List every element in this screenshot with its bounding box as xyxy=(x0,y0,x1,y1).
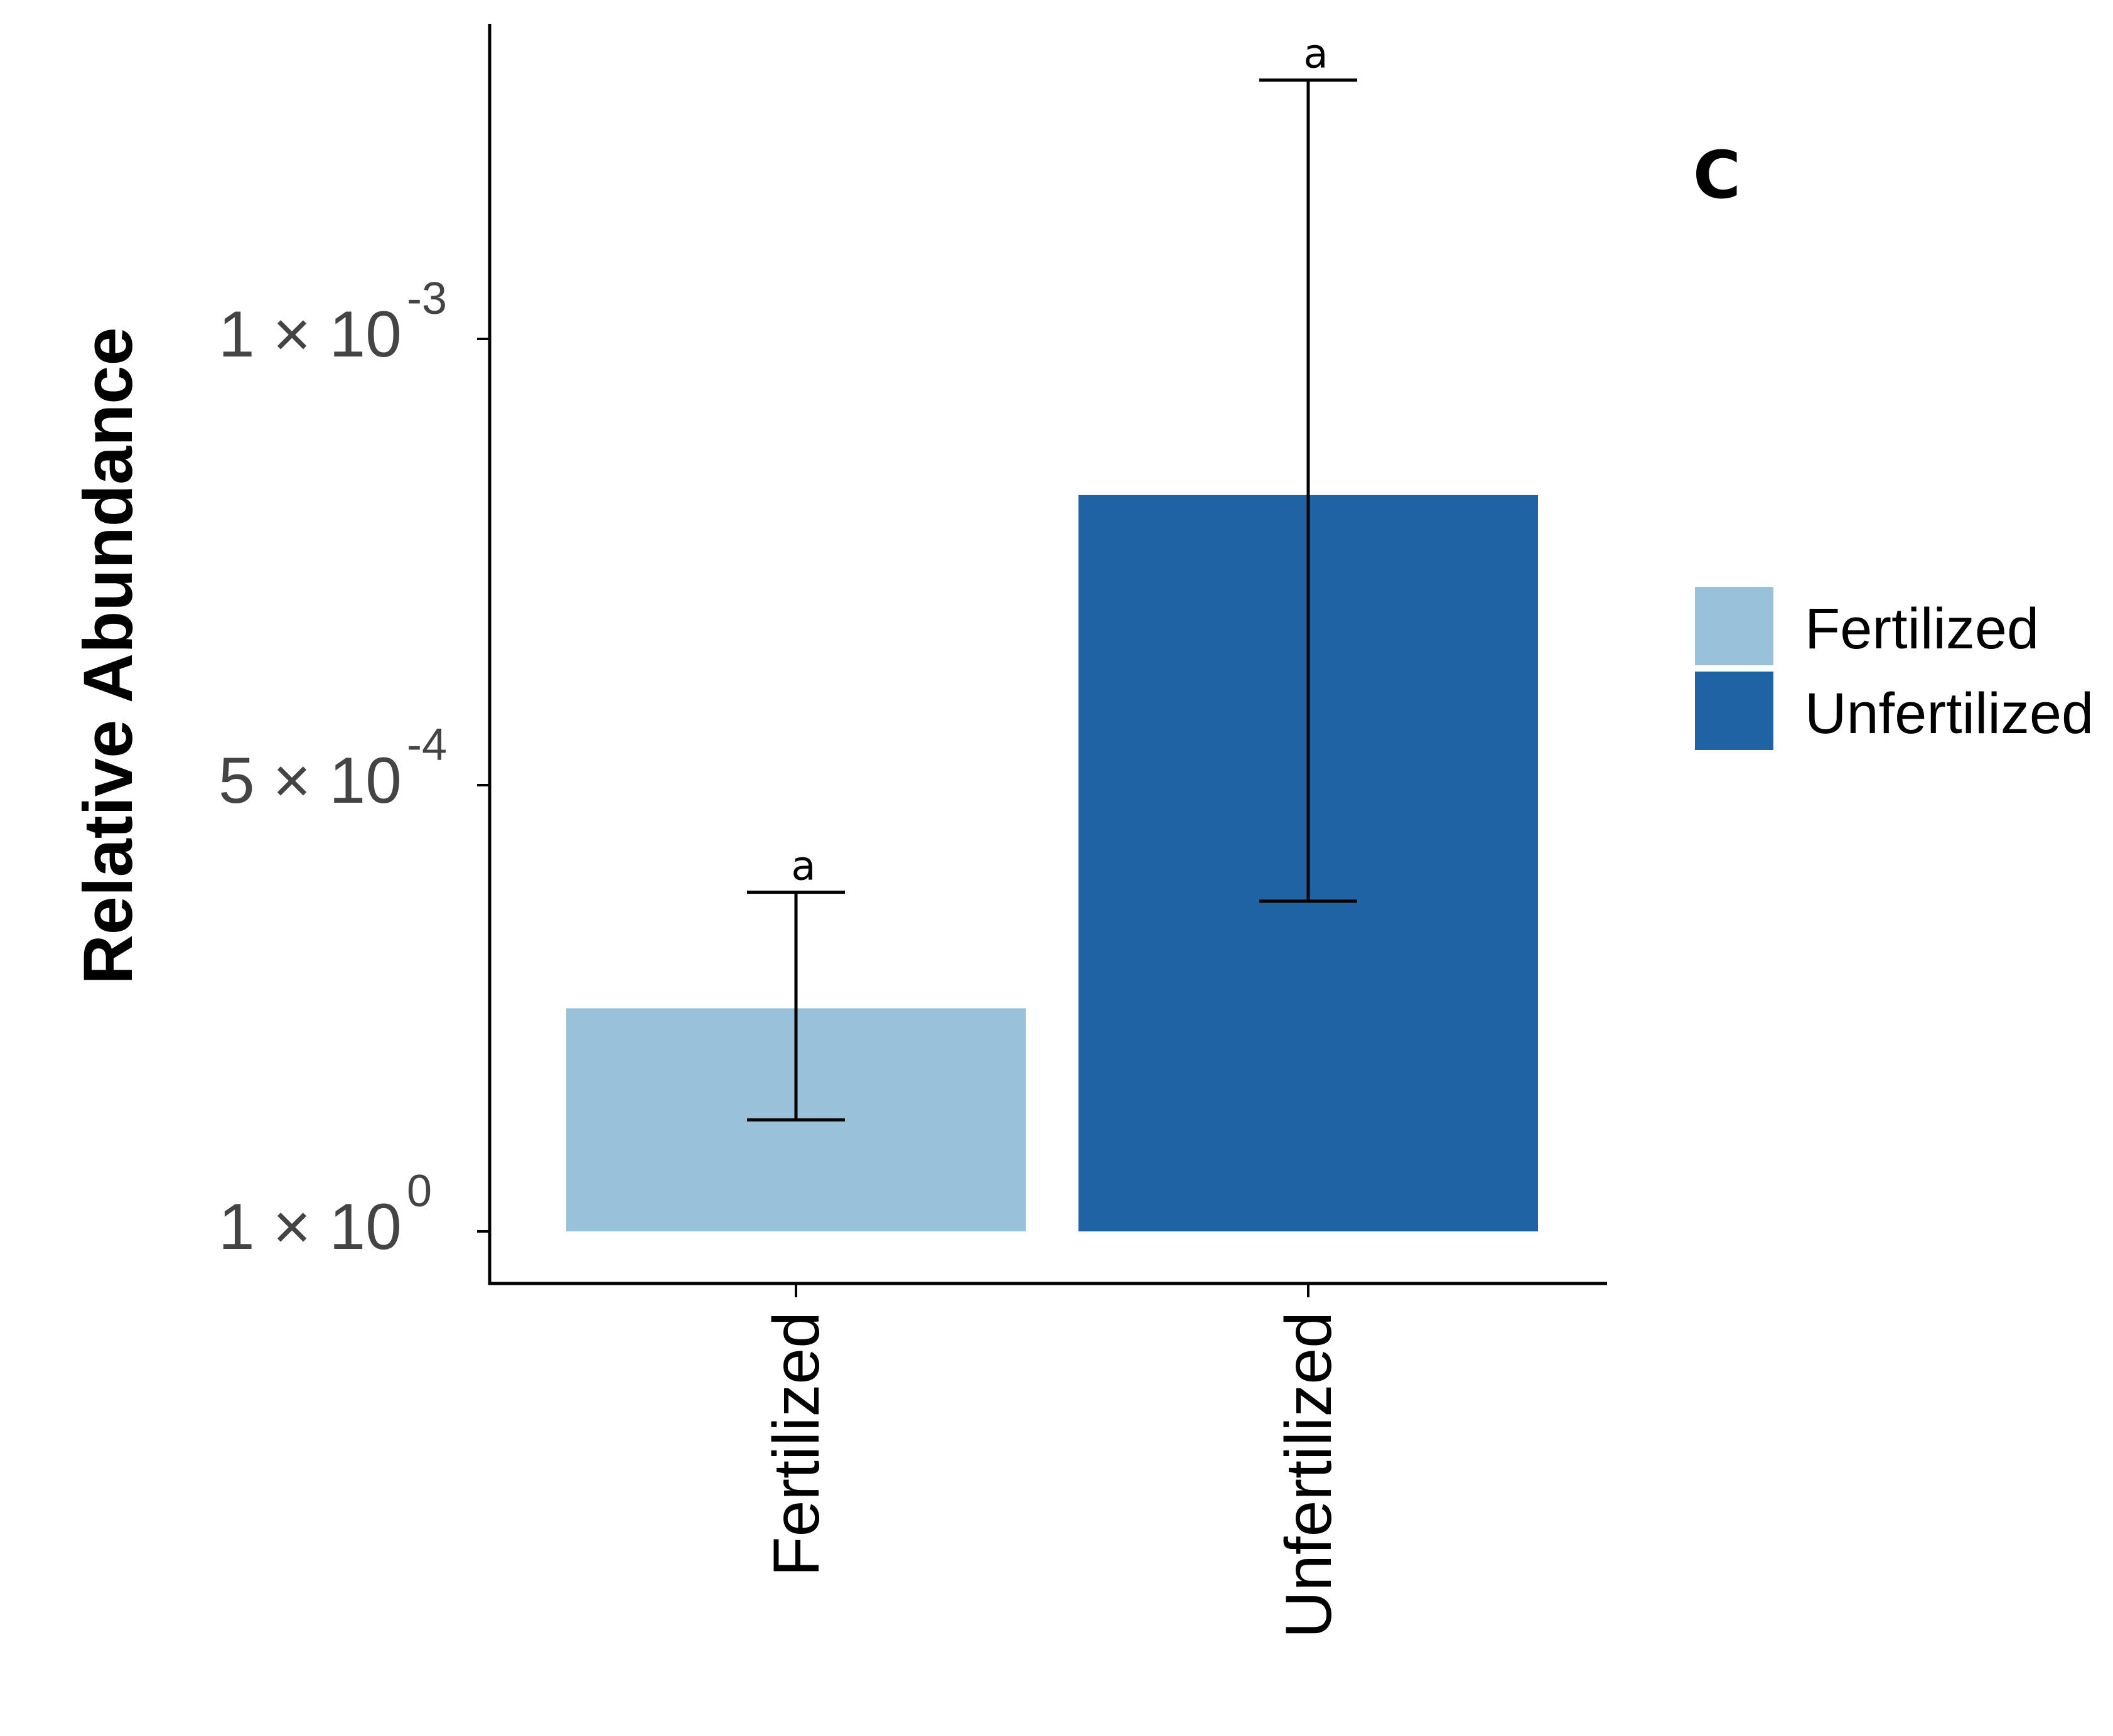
y-tick-label: 5 × 10 xyxy=(218,744,402,817)
y-tick-exponent: 0 xyxy=(407,1166,432,1216)
legend-swatch xyxy=(1695,587,1773,665)
bars xyxy=(566,495,1538,1231)
x-tick-label: Fertilized xyxy=(760,1312,833,1577)
x-tick-label: Unfertilized xyxy=(1272,1312,1345,1638)
error-bars: aa xyxy=(747,31,1357,1122)
y-ticks: 1 × 10 05 × 10 -41 × 10 -3 xyxy=(218,274,490,1263)
legend: Fertilized Unfertilized xyxy=(1695,587,2094,750)
significance-letter: a xyxy=(1303,31,1328,78)
y-tick-exponent: -3 xyxy=(407,274,447,324)
legend-swatch xyxy=(1695,672,1773,750)
significance-letter: a xyxy=(791,844,815,890)
y-tick-label: 1 × 10 xyxy=(218,1191,402,1263)
y-tick-exponent: -4 xyxy=(407,720,447,770)
legend-label: Unfertilized xyxy=(1805,682,2094,746)
panel-label: C xyxy=(1693,137,1741,213)
x-ticks: Fertilized Unfertilized xyxy=(760,1283,1345,1638)
y-tick-label: 1 × 10 xyxy=(218,298,402,371)
legend-label: Fertilized xyxy=(1805,597,2039,661)
axes xyxy=(488,24,1607,1285)
y-axis-title: Relative Abundance xyxy=(70,327,147,984)
